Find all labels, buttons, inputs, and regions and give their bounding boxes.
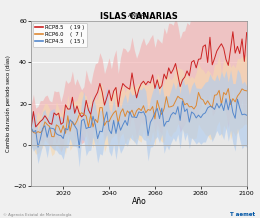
X-axis label: Año: Año (132, 197, 146, 206)
Text: ANUAL: ANUAL (128, 13, 150, 18)
Y-axis label: Cambio duración periodo seco (días): Cambio duración periodo seco (días) (5, 55, 11, 152)
Text: T aemet: T aemet (230, 212, 255, 217)
Legend: RCP8.5    ( 19 ), RCP6.0    (  7 ), RCP4.5    ( 15 ): RCP8.5 ( 19 ), RCP6.0 ( 7 ), RCP4.5 ( 15… (33, 23, 87, 47)
Text: © Agencia Estatal de Meteorología: © Agencia Estatal de Meteorología (3, 213, 71, 217)
Title: ISLAS CANARIAS: ISLAS CANARIAS (100, 12, 178, 21)
